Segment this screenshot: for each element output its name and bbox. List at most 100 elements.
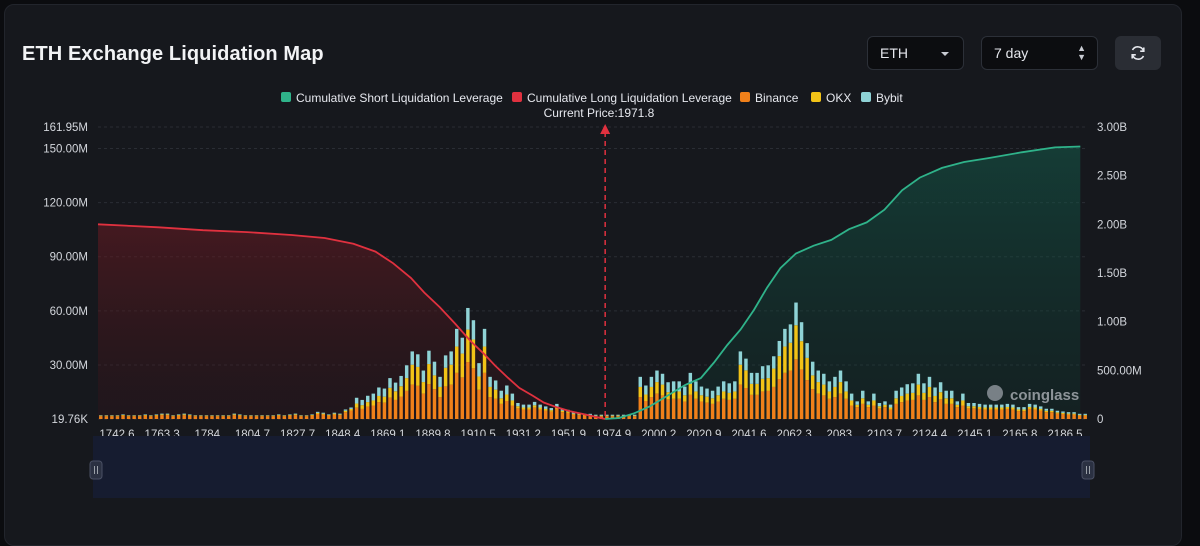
- bar-segment-binance: [383, 403, 386, 419]
- bar-segment-bybit: [449, 351, 452, 364]
- bar-segment-binance: [739, 385, 742, 419]
- bar-segment-binance: [705, 403, 708, 419]
- bar-segment-binance: [733, 399, 736, 419]
- bar-segment-binance: [978, 409, 981, 419]
- bar-segment-okx: [817, 382, 820, 394]
- bar-segment-bybit: [466, 308, 469, 330]
- bar-segment-okx: [778, 356, 781, 379]
- bar-segment-bybit: [883, 401, 886, 404]
- bar-segment-binance: [967, 408, 970, 419]
- bar-segment-binance: [366, 407, 369, 419]
- bar-segment-okx: [677, 391, 680, 398]
- bar-segment-bybit: [405, 365, 408, 378]
- bar-segment-okx: [177, 415, 180, 416]
- bar-segment-okx: [967, 406, 970, 408]
- bar-segment-okx: [1067, 414, 1070, 415]
- bar-segment-binance: [105, 416, 108, 419]
- bar-segment-okx: [978, 407, 981, 409]
- bar-segment-okx: [939, 392, 942, 399]
- bar-segment-bybit: [611, 415, 614, 416]
- bar-segment-binance: [294, 415, 297, 419]
- legend-item-okx[interactable]: OKX: [811, 91, 851, 105]
- bar-segment-okx: [639, 387, 642, 397]
- bar-segment-okx: [983, 407, 986, 409]
- y-left-tick-label: 150.00M: [43, 144, 88, 156]
- bar-segment-okx: [550, 410, 553, 411]
- y-left-tick-label: 30.00M: [50, 360, 88, 372]
- bar-segment-binance: [377, 402, 380, 419]
- bar-segment-bybit: [1011, 405, 1014, 408]
- bar-segment-bybit: [1045, 409, 1048, 411]
- legend-label-binance: Binance: [755, 91, 799, 105]
- bar-segment-binance: [449, 385, 452, 419]
- bar-segment-binance: [1083, 416, 1086, 419]
- bar-segment-binance: [199, 416, 202, 419]
- bar-segment-okx: [577, 414, 580, 415]
- bar-segment-okx: [477, 376, 480, 389]
- bar-segment-binance: [1072, 415, 1075, 420]
- bar-segment-okx: [360, 405, 363, 409]
- slider-handle-left[interactable]: [90, 461, 102, 479]
- bar-segment-binance: [961, 406, 964, 420]
- legend: Cumulative Short Liquidation Leverage Cu…: [281, 91, 903, 105]
- bar-segment-binance: [956, 407, 959, 419]
- bar-segment-bybit: [828, 381, 831, 391]
- bar-segment-binance: [288, 416, 291, 419]
- legend-item-binance[interactable]: Binance: [740, 91, 799, 105]
- legend-item-bybit[interactable]: Bybit: [861, 91, 903, 105]
- bar-segment-okx: [1083, 415, 1086, 416]
- bar-segment-okx: [828, 391, 831, 398]
- bar-segment-binance: [538, 409, 541, 419]
- bar-segment-binance: [906, 400, 909, 419]
- legend-label-short: Cumulative Short Liquidation Leverage: [296, 91, 503, 105]
- bar-segment-okx: [527, 407, 530, 409]
- bar-segment-okx: [906, 394, 909, 401]
- bar-segment-binance: [116, 416, 119, 419]
- bar-segment-okx: [805, 358, 808, 380]
- bar-segment-binance: [728, 400, 731, 419]
- bar-segment-binance: [900, 402, 903, 419]
- legend-item-short[interactable]: Cumulative Short Liquidation Leverage: [281, 91, 503, 105]
- bar-segment-bybit: [844, 381, 847, 391]
- bar-segment-binance: [466, 362, 469, 419]
- y-left-tick-label: 19.76K: [52, 414, 89, 426]
- bar-segment-binance: [488, 397, 491, 419]
- bar-segment-binance: [349, 411, 352, 419]
- bar-segment-bybit: [944, 391, 947, 399]
- bar-segment-bybit: [333, 413, 336, 414]
- bar-segment-bybit: [666, 382, 669, 392]
- bar-segment-bybit: [817, 371, 820, 383]
- bar-segment-okx: [349, 409, 352, 411]
- bar-segment-bybit: [811, 362, 814, 376]
- bar-segment-bybit: [427, 351, 430, 364]
- bar-segment-binance: [944, 404, 947, 419]
- bar-segment-okx: [227, 416, 230, 417]
- bar-segment-binance: [939, 399, 942, 419]
- bar-segment-bybit: [327, 414, 330, 415]
- bar-segment-binance: [839, 394, 842, 419]
- bar-segment-bybit: [794, 303, 797, 326]
- bar-segment-binance: [221, 416, 224, 419]
- bar-segment-okx: [221, 416, 224, 417]
- bar-segment-binance: [789, 371, 792, 420]
- bar-segment-bybit: [288, 414, 291, 415]
- bar-segment-bybit: [995, 405, 998, 408]
- bar-segment-bybit: [733, 381, 736, 391]
- bar-segment-okx: [394, 391, 397, 400]
- y-left-tick-label: 120.00M: [43, 198, 88, 210]
- bar-segment-binance: [711, 404, 714, 419]
- bar-segment-binance: [1056, 413, 1059, 419]
- bar-segment-binance: [583, 416, 586, 419]
- zoom-slider[interactable]: [90, 436, 1094, 498]
- bar-segment-okx: [961, 400, 964, 405]
- bar-segment-okx: [160, 414, 163, 415]
- bar-segment-binance: [338, 415, 341, 419]
- bar-segment-binance: [677, 399, 680, 419]
- bar-segment-okx: [105, 416, 108, 417]
- y-left-tick-label: 161.95M: [43, 122, 88, 134]
- slider-handle-right[interactable]: [1082, 461, 1094, 479]
- bar-segment-okx: [544, 409, 547, 411]
- bar-segment-okx: [833, 387, 836, 397]
- bar-segment-binance: [472, 368, 475, 419]
- legend-item-long[interactable]: Cumulative Long Liquidation Leverage: [512, 91, 732, 105]
